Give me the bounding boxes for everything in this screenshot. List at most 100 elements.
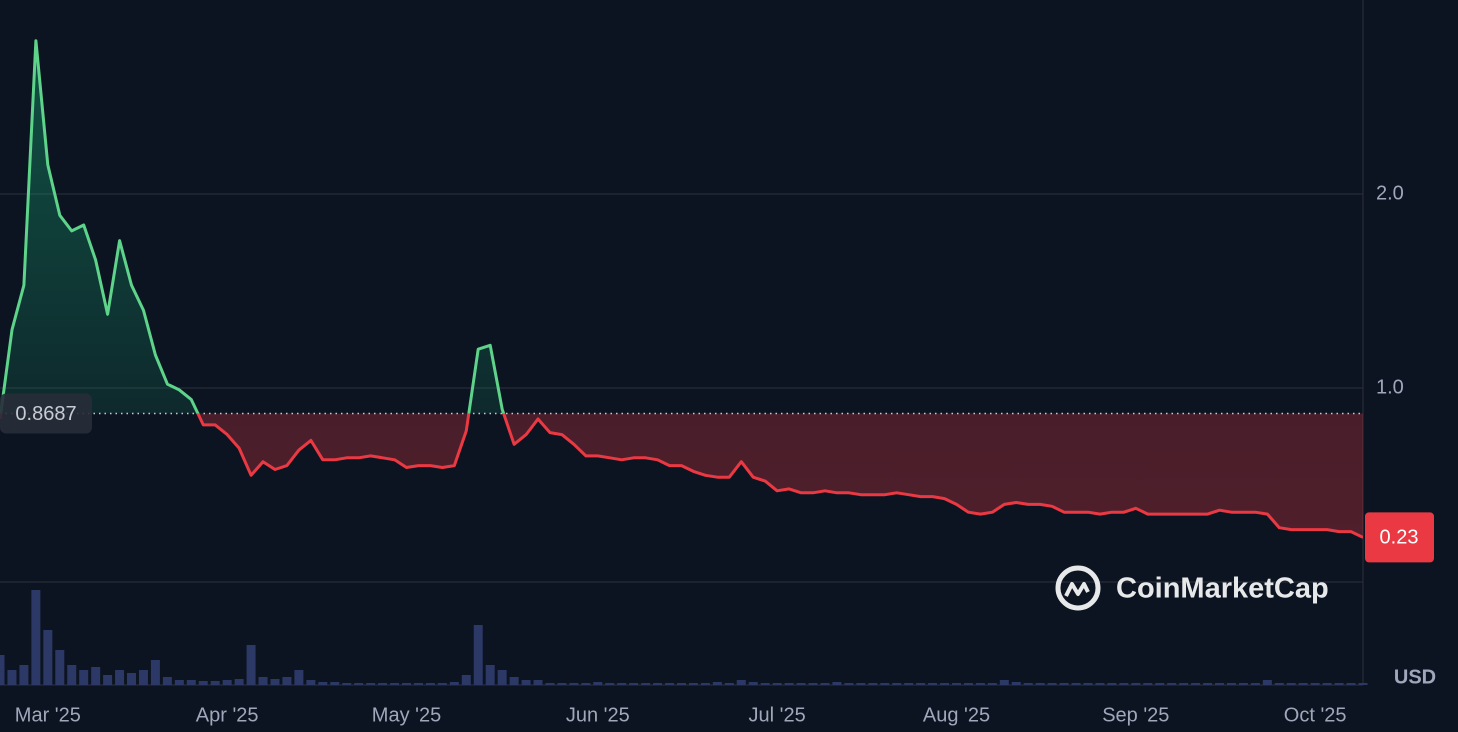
volume-bar (557, 683, 567, 685)
volume-bar (1203, 683, 1213, 685)
volume-bar (1023, 683, 1033, 685)
volume-bar (521, 680, 531, 685)
volume-bar (1095, 683, 1105, 685)
volume-bar (605, 683, 615, 685)
volume-bar (760, 683, 770, 685)
volume-bar (1274, 683, 1284, 685)
volume-bar (617, 683, 627, 685)
volume-bar (1250, 683, 1260, 685)
volume-bar (1346, 683, 1356, 685)
volume-bar (43, 630, 53, 685)
y-tick-label: 1.0 (1376, 376, 1404, 398)
volume-bar (533, 680, 543, 685)
volume-bar (449, 682, 459, 685)
volume-bar (940, 683, 950, 685)
volume-bar (1059, 683, 1069, 685)
volume-bar (366, 683, 376, 685)
volume-bar (294, 670, 304, 685)
x-tick-label: Jun '25 (566, 704, 630, 726)
volume-bar (712, 682, 722, 685)
baseline-label: 0.8687 (15, 403, 76, 425)
volume-bar (987, 683, 997, 685)
volume-bar (186, 680, 196, 685)
volume-bar (1083, 683, 1093, 685)
volume-bar (342, 683, 352, 685)
volume-bar (1131, 683, 1141, 685)
watermark-text: CoinMarketCap (1116, 573, 1329, 605)
volume-bar (1107, 683, 1117, 685)
volume-bar (1358, 683, 1368, 685)
volume-bar (79, 670, 89, 685)
volume-bar (115, 670, 125, 685)
volume-bar (497, 670, 507, 685)
volume-bar (808, 683, 818, 685)
volume-bar (963, 683, 973, 685)
volume-bar (545, 683, 555, 685)
volume-bar (437, 683, 447, 685)
x-tick-label: Mar '25 (15, 704, 81, 726)
volume-bar (629, 683, 639, 685)
baseline-label-box (0, 393, 92, 434)
volume-bar (485, 665, 495, 685)
volume-bars (0, 590, 1368, 685)
x-tick-label: Aug '25 (923, 704, 990, 726)
volume-bar (282, 677, 292, 685)
volume-bar (222, 680, 232, 685)
volume-bar (665, 683, 675, 685)
volume-bar (736, 680, 746, 685)
volume-bar (138, 670, 148, 685)
volume-bar (0, 655, 5, 685)
volume-bar (999, 680, 1009, 685)
volume-bar (856, 683, 866, 685)
x-tick-label: Oct '25 (1284, 704, 1347, 726)
volume-bar (413, 683, 423, 685)
volume-bar (461, 675, 471, 685)
volume-bar (820, 683, 830, 685)
volume-bar (1155, 683, 1165, 685)
volume-bar (150, 660, 160, 685)
volume-bar (1167, 683, 1177, 685)
volume-bar (688, 683, 698, 685)
volume-bar (234, 679, 244, 685)
volume-bar (581, 683, 591, 685)
x-tick-label: Jul '25 (749, 704, 806, 726)
volume-bar (1226, 683, 1236, 685)
volume-bar (103, 675, 113, 685)
volume-bar (1334, 683, 1344, 685)
volume-bar (916, 683, 926, 685)
volume-bar (868, 683, 878, 685)
currency-label: USD (1394, 666, 1436, 688)
volume-bar (593, 682, 603, 685)
volume-bar (330, 682, 340, 685)
volume-bar (67, 665, 77, 685)
volume-bar (724, 683, 734, 685)
volume-bar (748, 682, 758, 685)
volume-bar (473, 625, 483, 685)
volume-bar (198, 681, 208, 685)
y-tick-label: 2.0 (1376, 182, 1404, 204)
volume-bar (402, 683, 412, 685)
volume-bar (653, 683, 663, 685)
volume-bar (832, 682, 842, 685)
volume-bar (378, 683, 388, 685)
price-line-down (0, 413, 1363, 539)
x-tick-label: Apr '25 (196, 704, 259, 726)
watermark: CoinMarketCap (1055, 565, 1329, 611)
volume-bar (55, 650, 65, 685)
volume-bar (975, 683, 985, 685)
x-tick-label: Sep '25 (1102, 704, 1169, 726)
volume-bar (390, 683, 400, 685)
volume-bar (772, 683, 782, 685)
volume-bar (1035, 683, 1045, 685)
volume-bar (1011, 682, 1021, 685)
volume-bar (1179, 683, 1189, 685)
watermark-logo-mark (1064, 582, 1090, 597)
volume-bar (210, 681, 220, 685)
volume-bar (1119, 683, 1129, 685)
volume-bar (796, 683, 806, 685)
volume-bar (1262, 680, 1272, 685)
volume-bar (1143, 683, 1153, 685)
volume-bar (1215, 683, 1225, 685)
last-value-label: 0.23 (1380, 527, 1419, 549)
